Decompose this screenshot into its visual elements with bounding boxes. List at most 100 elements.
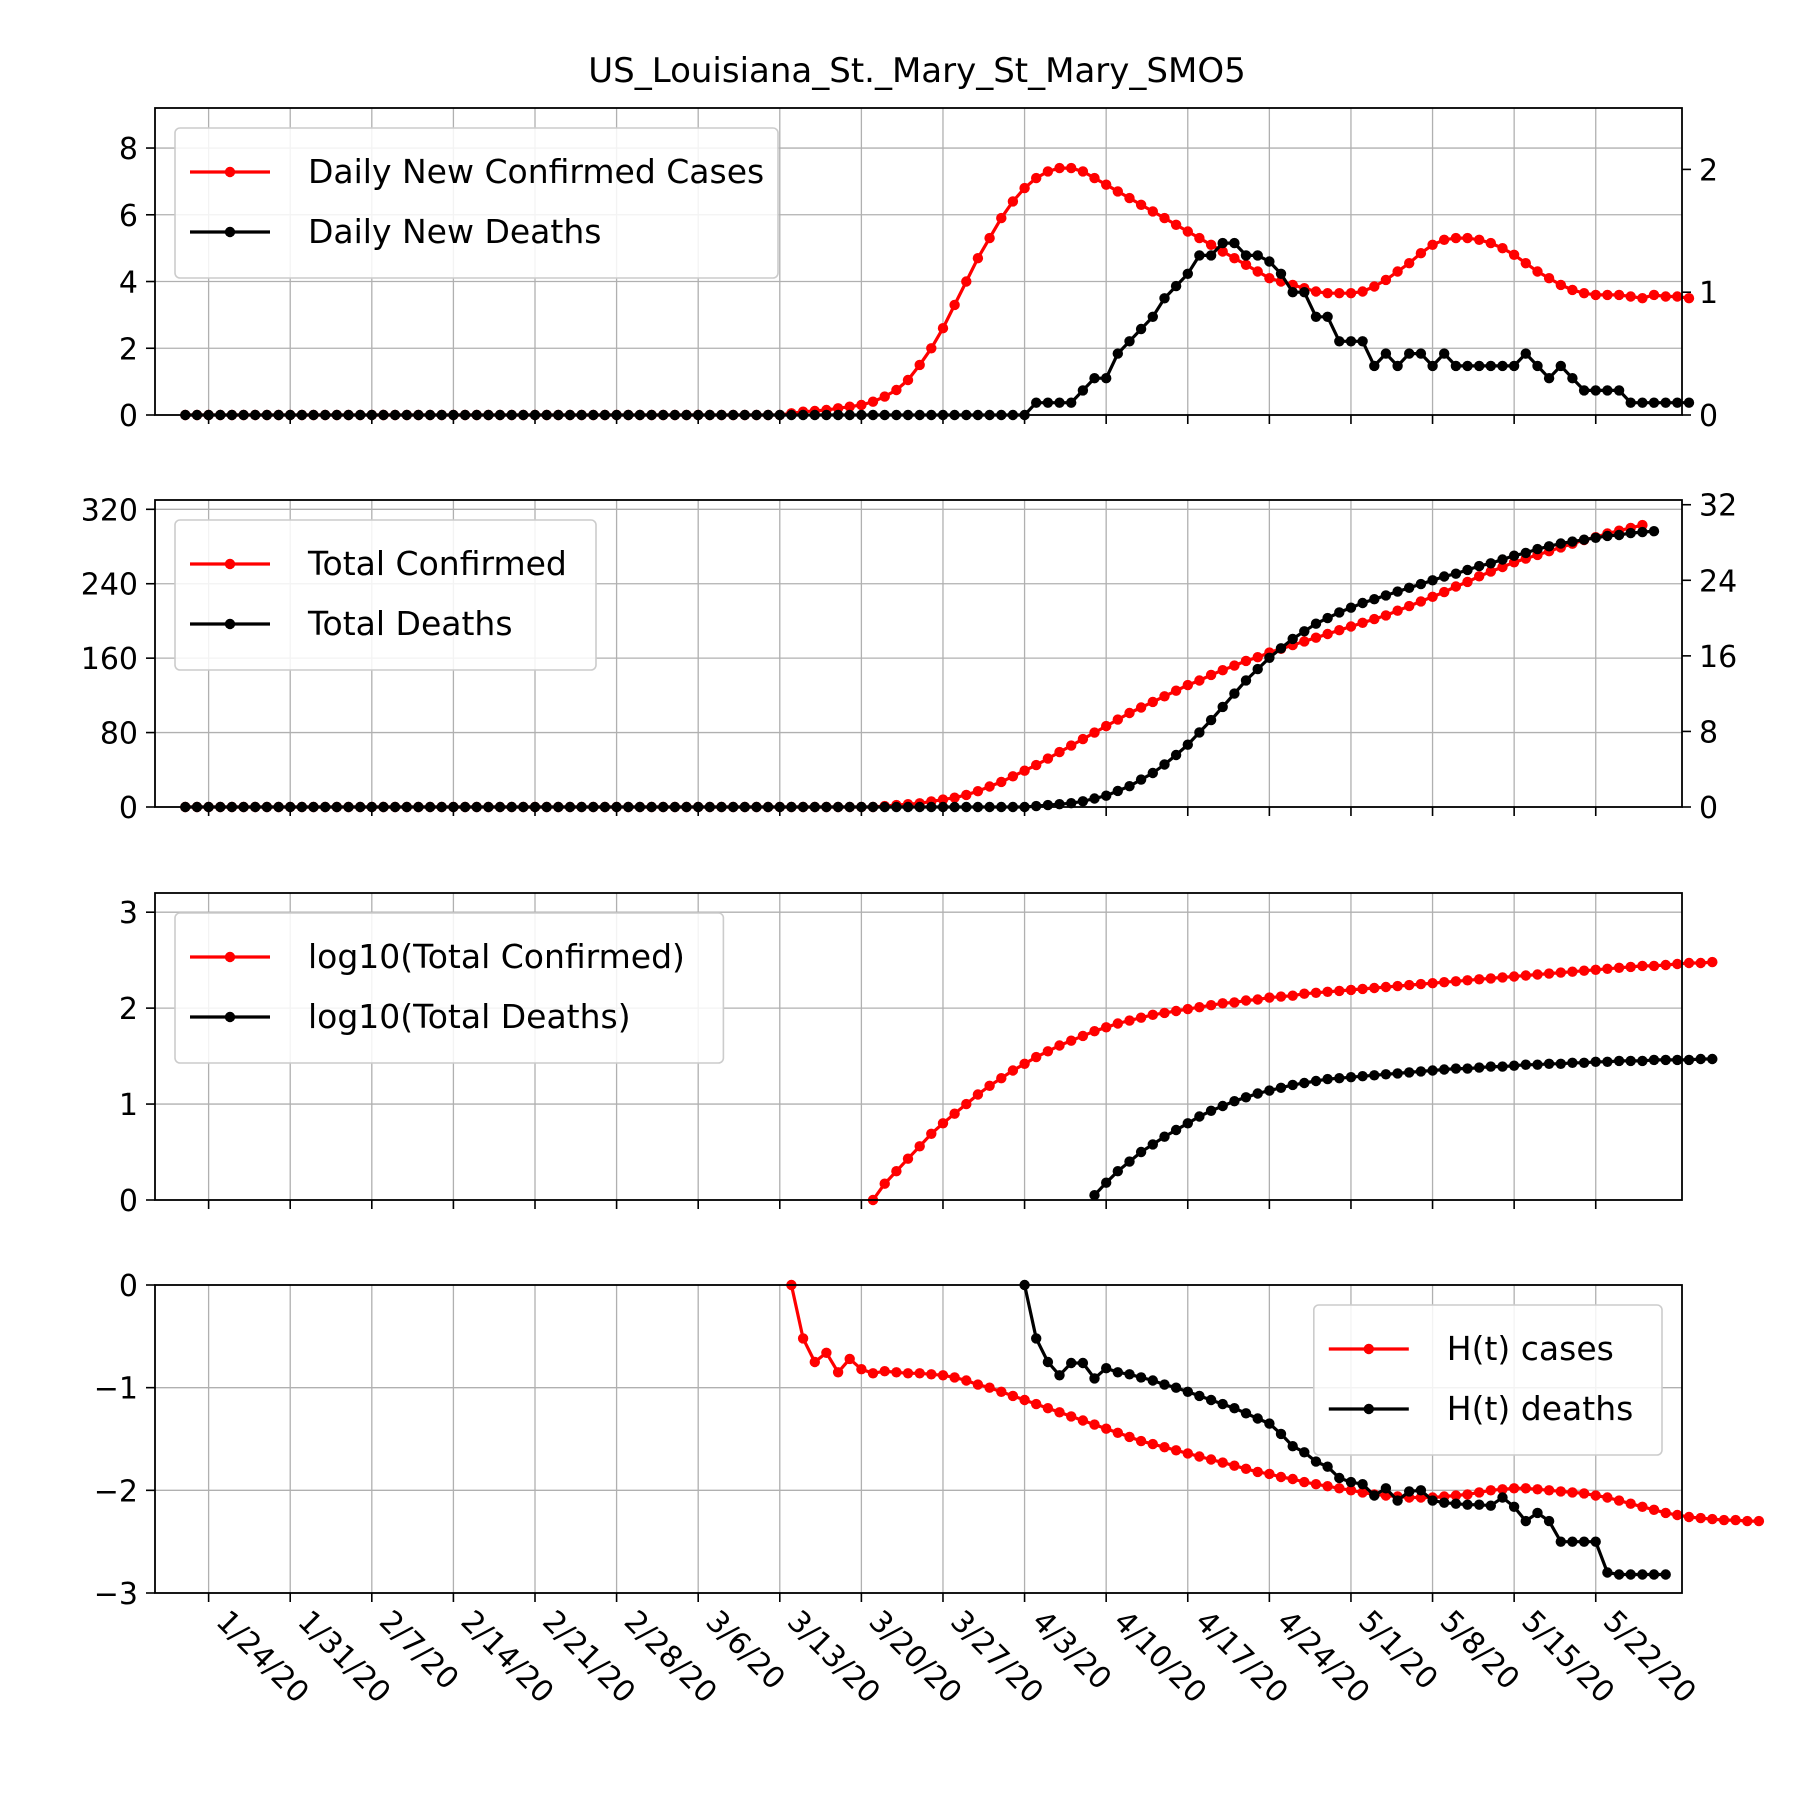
- data-point: [821, 1347, 832, 1359]
- data-point: [1345, 288, 1357, 299]
- y-tick-label: 0: [119, 791, 138, 826]
- data-point: [1299, 626, 1310, 637]
- data-point: [1322, 612, 1333, 624]
- data-point: [1485, 1500, 1497, 1511]
- data-point: [1555, 279, 1567, 291]
- data-point: [879, 1178, 890, 1189]
- data-point: [1019, 765, 1030, 776]
- data-point: [1357, 1487, 1368, 1498]
- data-point: [1334, 1073, 1345, 1084]
- panel-log: 0 1 2 3 log10(Total Confirmed) log10(Total De…: [119, 892, 1718, 1219]
- data-point: [937, 794, 949, 805]
- data-point: [1497, 561, 1508, 573]
- data-point: [1089, 1026, 1100, 1037]
- data-point: [1578, 1057, 1590, 1069]
- data-point: [1217, 998, 1228, 1009]
- plot-frame: [154, 892, 1683, 1201]
- data-point: [961, 789, 972, 801]
- data-point: [1357, 1071, 1368, 1082]
- data-point: [1264, 652, 1275, 663]
- data-point: [1660, 1569, 1671, 1580]
- data-point: [1474, 1499, 1485, 1510]
- data-point: [1159, 1007, 1170, 1019]
- data-point: [1404, 979, 1415, 991]
- data-point: [1007, 1065, 1019, 1076]
- data-point: [1497, 360, 1508, 372]
- data-point: [1485, 237, 1497, 249]
- data-point: [1252, 1413, 1263, 1424]
- data-point: [1252, 663, 1263, 675]
- data-point: [1205, 1105, 1217, 1117]
- data-point: [1660, 397, 1671, 408]
- data-point: [1182, 1386, 1194, 1398]
- data-point: [1532, 543, 1543, 555]
- legend: log10(Total Confirmed) log10(Total Deaths…: [174, 912, 725, 1064]
- data-point: [1707, 956, 1718, 968]
- data-point: [1124, 781, 1135, 792]
- data-point: [1357, 617, 1368, 628]
- data-point: [1019, 1058, 1030, 1070]
- data-point: [1007, 196, 1019, 207]
- data-point: [1182, 268, 1194, 279]
- legend-swatch-marker: [224, 618, 236, 630]
- data-point: [1287, 1441, 1298, 1452]
- legend-label: H(t) deaths: [1447, 1389, 1634, 1428]
- data-point: [1252, 1466, 1263, 1478]
- data-point: [1124, 1015, 1135, 1026]
- data-point: [1497, 554, 1508, 565]
- series-log-0: [867, 956, 1718, 1206]
- data-point: [1578, 1536, 1590, 1547]
- legend: H(t) cases H(t) deaths: [1313, 1304, 1663, 1456]
- data-point: [1683, 1511, 1695, 1523]
- data-point: [1066, 1357, 1077, 1369]
- data-point: [1054, 1040, 1065, 1051]
- legend-box: [174, 912, 725, 1064]
- data-point: [1648, 526, 1660, 537]
- data-point: [1567, 1536, 1578, 1547]
- data-point: [1369, 1490, 1380, 1501]
- data-point: [1497, 243, 1508, 254]
- data-point: [1345, 1072, 1357, 1083]
- data-point: [1590, 1536, 1601, 1547]
- panel-hazard: 0 −1 −2 −3 H(t) cases H(t) deaths: [94, 1269, 1765, 1612]
- y-right-tick-label: 1: [1699, 276, 1718, 311]
- data-point: [961, 1098, 972, 1110]
- legend-label: log10(Total Deaths): [308, 997, 631, 1036]
- legend-label: log10(Total Confirmed): [308, 937, 685, 976]
- data-point: [1112, 1018, 1124, 1029]
- data-point: [1194, 1390, 1205, 1402]
- data-point: [1439, 1064, 1450, 1075]
- data-point: [1089, 1419, 1100, 1430]
- data-point: [1299, 287, 1310, 298]
- series-hazard-1: [1019, 1279, 1671, 1580]
- data-point: [1357, 1479, 1368, 1490]
- data-point: [1042, 1403, 1054, 1414]
- data-point: [1042, 1356, 1054, 1368]
- data-point: [1508, 1060, 1520, 1071]
- data-point: [1217, 1398, 1228, 1410]
- data-point: [1672, 1054, 1683, 1066]
- data-point: [1369, 281, 1380, 292]
- data-point: [844, 1353, 855, 1365]
- data-point: [1345, 1485, 1357, 1496]
- data-point: [1532, 1484, 1543, 1495]
- data-point: [1101, 790, 1112, 801]
- data-point: [1077, 385, 1089, 396]
- data-point: [1590, 289, 1601, 301]
- data-point: [1101, 1022, 1112, 1033]
- data-point: [1637, 960, 1648, 972]
- data-point: [1077, 1030, 1089, 1042]
- data-point: [1275, 268, 1287, 279]
- y-tick-label: 3: [119, 896, 138, 931]
- data-point: [1602, 385, 1613, 396]
- data-point: [1077, 733, 1089, 745]
- data-point: [1217, 701, 1228, 713]
- data-point: [1264, 1468, 1275, 1480]
- data-point: [1415, 978, 1427, 990]
- data-point: [1112, 714, 1124, 725]
- data-point: [1648, 289, 1660, 301]
- data-point: [1135, 323, 1147, 335]
- data-point: [1054, 746, 1065, 758]
- data-point: [1170, 685, 1182, 696]
